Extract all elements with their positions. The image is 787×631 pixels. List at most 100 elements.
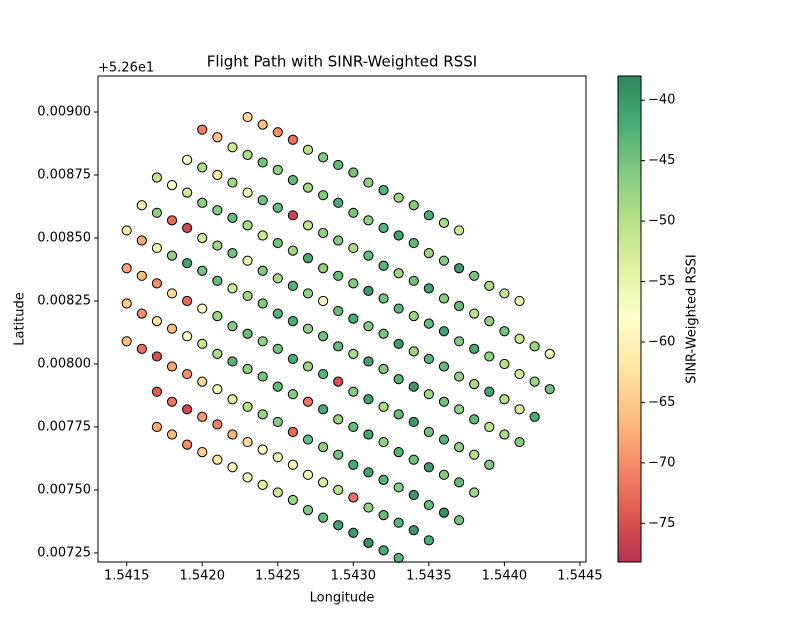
- y-tick-label: 0.00800: [37, 356, 91, 371]
- point: [212, 419, 223, 430]
- point: [408, 416, 419, 428]
- point: [393, 268, 404, 279]
- point: [136, 270, 147, 281]
- point: [453, 477, 465, 488]
- colorbar-label: SINR-Weighted RSSI: [685, 254, 700, 384]
- x-tick-label: 1.5445: [557, 569, 603, 584]
- x-tick-label: 1.5435: [406, 569, 452, 584]
- point: [363, 321, 374, 332]
- point: [197, 162, 208, 173]
- point: [212, 275, 223, 286]
- point: [318, 368, 329, 380]
- point: [257, 119, 268, 130]
- point: [272, 202, 283, 213]
- point: [212, 240, 223, 251]
- point: [408, 311, 419, 322]
- point: [242, 187, 253, 198]
- point: [242, 363, 253, 375]
- point: [484, 421, 495, 433]
- point: [438, 326, 450, 337]
- point: [408, 525, 419, 536]
- point: [363, 502, 374, 513]
- point: [257, 195, 268, 206]
- point: [544, 384, 555, 395]
- point: [121, 263, 132, 274]
- point: [348, 421, 359, 433]
- point: [484, 280, 495, 291]
- point: [272, 127, 283, 138]
- points: [121, 111, 555, 564]
- point: [136, 343, 147, 354]
- point: [227, 283, 238, 294]
- point: [318, 295, 329, 307]
- point: [227, 142, 238, 153]
- point: [272, 164, 283, 176]
- point: [257, 157, 268, 168]
- point: [272, 452, 283, 463]
- point: [378, 401, 389, 412]
- point: [529, 376, 540, 387]
- point: [453, 263, 465, 274]
- point: [423, 389, 434, 400]
- y-tick-label: 0.00725: [37, 545, 91, 560]
- point: [151, 172, 163, 183]
- point: [393, 338, 404, 349]
- point: [333, 449, 344, 460]
- point: [182, 222, 193, 234]
- point: [197, 338, 208, 349]
- point: [151, 421, 163, 433]
- point: [257, 371, 268, 382]
- point: [287, 316, 298, 327]
- point: [212, 169, 223, 181]
- point: [453, 300, 465, 312]
- point: [423, 283, 434, 294]
- point: [453, 336, 465, 347]
- point: [438, 217, 450, 228]
- point: [182, 258, 193, 269]
- point: [453, 225, 465, 236]
- point: [287, 174, 298, 186]
- point: [484, 351, 495, 362]
- point: [182, 404, 193, 415]
- x-tick-label: 1.5425: [255, 569, 301, 584]
- point: [544, 348, 555, 359]
- point: [318, 263, 329, 274]
- point: [302, 323, 314, 334]
- point: [136, 200, 147, 211]
- point: [363, 177, 374, 188]
- point: [408, 381, 419, 392]
- point: [378, 328, 389, 339]
- point: [423, 210, 434, 221]
- point: [333, 520, 344, 531]
- point: [393, 192, 404, 203]
- point: [272, 308, 283, 319]
- point: [393, 482, 404, 493]
- point: [257, 265, 268, 276]
- point: [514, 368, 525, 380]
- point: [499, 288, 510, 299]
- point: [393, 409, 404, 420]
- point: [438, 255, 450, 266]
- point: [438, 434, 450, 445]
- point: [257, 444, 268, 455]
- y-tick-label: 0.00900: [37, 105, 91, 120]
- point: [378, 293, 389, 304]
- point: [348, 313, 359, 324]
- point: [287, 426, 298, 438]
- point: [242, 328, 253, 339]
- point: [423, 462, 434, 473]
- point: [438, 507, 450, 518]
- colorbar-tick-label: −65: [648, 395, 675, 410]
- point: [438, 361, 450, 372]
- point: [499, 358, 510, 370]
- point: [318, 512, 329, 523]
- point: [302, 220, 314, 231]
- point: [272, 343, 283, 354]
- point: [287, 353, 298, 365]
- point: [348, 348, 359, 359]
- point: [272, 416, 283, 428]
- point: [166, 288, 178, 299]
- point: [333, 159, 344, 171]
